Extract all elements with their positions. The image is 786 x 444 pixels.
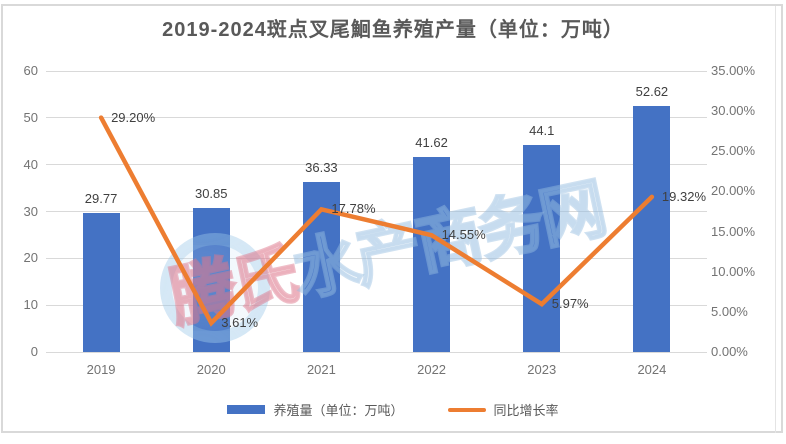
line-value-label: 29.20%	[111, 109, 156, 125]
bar-2022	[413, 157, 451, 352]
line-value-label: 5.97%	[551, 296, 589, 312]
bar-value-label: 41.62	[415, 135, 448, 151]
bar-swatch-icon	[227, 405, 266, 414]
gridline	[46, 70, 707, 72]
left-axis-tick: 60	[23, 63, 38, 78]
gridline	[46, 257, 707, 259]
left-axis-tick: 40	[23, 156, 38, 172]
gridline	[46, 164, 707, 166]
x-axis-tick: 2020	[196, 362, 226, 377]
chart-title: 2019-2024斑点叉尾鮰鱼养殖产量（单位：万吨）	[162, 19, 624, 41]
gridline	[46, 117, 707, 119]
bar-value-label: 36.33	[305, 159, 338, 175]
line-swatch-icon	[447, 407, 486, 412]
right-axis-tick: 30.00%	[711, 103, 756, 119]
left-axis-tick: 0	[30, 344, 38, 359]
x-axis-tick: 2019	[86, 362, 116, 377]
line-value-label: 19.32%	[661, 188, 706, 204]
bar-value-label: 29.77	[84, 190, 118, 206]
right-axis-tick: 15.00%	[711, 223, 756, 239]
right-axis-tick: 35.00%	[711, 63, 756, 78]
bar-2023	[523, 145, 561, 352]
right-axis-tick: 20.00%	[711, 183, 756, 199]
bar-2019	[82, 212, 120, 352]
gridline	[46, 211, 707, 212]
left-axis-tick: 50	[23, 109, 38, 125]
x-axis-tick: 2024	[637, 362, 667, 377]
right-axis-tick: 25.00%	[711, 143, 756, 159]
bar-value-label: 44.1	[529, 123, 555, 139]
bar-2020	[192, 207, 230, 352]
legend-label-line: 同比增长率	[493, 403, 559, 418]
right-axis-tick: 10.00%	[711, 263, 756, 279]
spreadsheet-gridline	[775, 6, 776, 433]
line-value-label: 3.61%	[221, 315, 259, 331]
gridline	[46, 304, 707, 306]
right-axis-tick: 0.00%	[711, 344, 748, 359]
legend-item-line-series: 同比增长率	[447, 400, 559, 419]
chart-border	[1, 4, 783, 433]
gridline	[46, 351, 707, 353]
right-axis-tick: 5.00%	[711, 303, 748, 319]
left-axis-tick: 30	[23, 203, 38, 219]
bar-value-label: 52.62	[635, 83, 669, 99]
x-axis-tick: 2022	[417, 362, 447, 377]
legend: 养殖量（单位：万吨） 同比增长率	[0, 400, 786, 419]
left-axis-tick: 20	[23, 250, 38, 266]
legend-label-bar: 养殖量（单位：万吨）	[273, 403, 404, 418]
line-value-label: 17.78%	[331, 201, 376, 217]
bar-2024	[633, 105, 671, 352]
left-axis-tick: 10	[23, 297, 38, 313]
plot-area: 29.77 30.85 36.33 41.62 44.1 52.62 29.20% 3.61%…	[46, 70, 707, 353]
growth-rate-line	[98, 115, 655, 327]
bar-value-label: 30.85	[194, 185, 228, 201]
x-axis-tick: 2023	[527, 362, 557, 377]
x-axis-tick: 2021	[306, 362, 336, 377]
line-value-label: 14.55%	[441, 227, 486, 243]
legend-item-bar-series: 养殖量（单位：万吨）	[227, 400, 404, 419]
